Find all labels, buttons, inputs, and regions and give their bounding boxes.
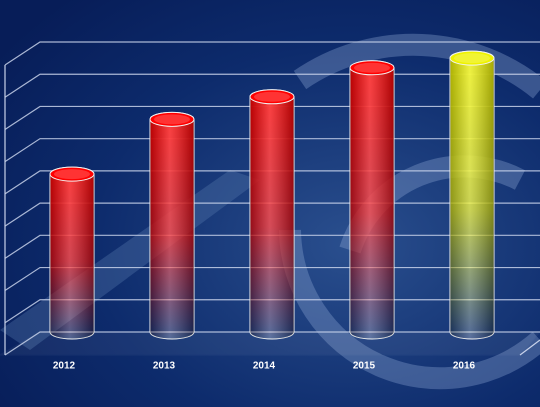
right-edge bbox=[519, 339, 540, 356]
bar-top bbox=[449, 50, 495, 66]
bar-top-highlight bbox=[454, 53, 490, 64]
bar-top bbox=[149, 111, 195, 127]
bar-top-highlight bbox=[54, 169, 90, 180]
bar-top bbox=[249, 89, 295, 105]
bar-top bbox=[49, 166, 95, 182]
bar-top-highlight bbox=[254, 91, 290, 102]
x-tick-label: 2016 bbox=[453, 361, 476, 372]
bar-top-highlight bbox=[154, 114, 190, 125]
x-tick-label: 2012 bbox=[53, 361, 76, 372]
grid-line bbox=[4, 41, 540, 66]
floor bbox=[0, 331, 540, 356]
x-tick-label: 2013 bbox=[153, 361, 176, 372]
x-tick-label: 2014 bbox=[253, 361, 276, 372]
bar-shade bbox=[150, 112, 194, 339]
bar-top bbox=[349, 60, 395, 76]
bar-shade bbox=[250, 89, 294, 339]
bar-shade bbox=[350, 60, 395, 340]
bar-top-highlight bbox=[354, 62, 390, 73]
bar-shade bbox=[450, 51, 494, 339]
bar-shade bbox=[50, 167, 94, 339]
x-tick-label: 2015 bbox=[353, 361, 376, 372]
